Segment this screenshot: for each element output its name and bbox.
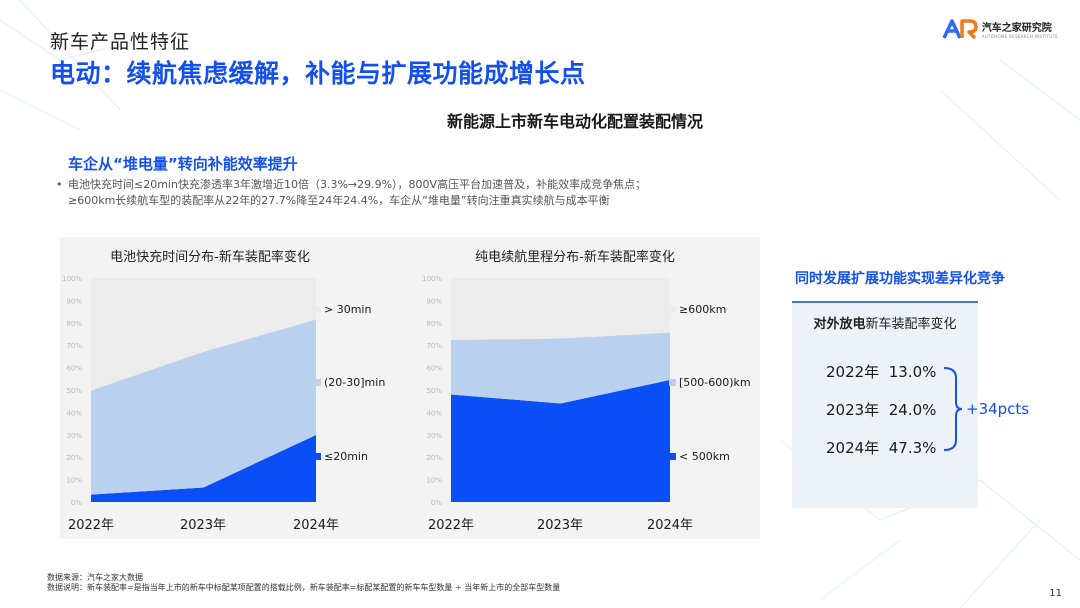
- y-tick-label: 60%: [426, 365, 442, 373]
- y-tick-label: 70%: [426, 342, 442, 350]
- brand-subtitle: AUTOHOME RESEARCH INSTITUTE: [981, 34, 1058, 39]
- footnote-source: 数据来源：汽车之家大数据: [47, 573, 143, 582]
- y-tick-label: 50%: [426, 387, 442, 395]
- y-tick-label: 10%: [66, 477, 82, 485]
- series-area: [451, 379, 670, 502]
- right-heading: 同时发展扩展功能实现差异化竞争: [795, 271, 1005, 287]
- row-value: 47.3%: [888, 439, 937, 457]
- row-year: 2024年: [826, 439, 880, 457]
- series-area: [451, 332, 670, 404]
- y-tick-label: 60%: [66, 365, 82, 373]
- legend-swatch: [669, 453, 676, 460]
- charts-area: 电池快充时间分布-新车装配率变化 0% 10% 20% 30% 40% 50% 60% 70% 8…: [62, 249, 751, 533]
- legend-swatch: [314, 453, 321, 460]
- y-tick-label: 40%: [426, 409, 442, 417]
- page-title: 电动：续航焦虑缓解，补能与扩展功能成增长点: [50, 59, 586, 88]
- category-label: 2024年: [647, 518, 693, 533]
- discharge-row: 2022年 13.0%: [826, 361, 936, 382]
- category-label: 2024年: [293, 518, 339, 533]
- legend-label: [500-600)km: [679, 376, 751, 389]
- bracket-icon: [943, 367, 963, 451]
- brand-logo-icon: [942, 19, 978, 40]
- y-tick-label: 0%: [431, 499, 442, 507]
- page-number: 11: [1049, 588, 1062, 599]
- discharge-subtitle-bold: 对外放电: [813, 317, 866, 332]
- y-tick-label: 70%: [66, 342, 82, 350]
- series-area: [91, 319, 316, 495]
- row-year: 2023年: [826, 401, 880, 419]
- bullet-text: • 电池快充时间≤20min快充渗透率3年激增近10倍（3.3%→29.9%），…: [56, 177, 768, 209]
- y-tick-label: 10%: [426, 477, 442, 485]
- series-area: [451, 278, 670, 341]
- brand-name: 汽车之家研究院: [981, 23, 1052, 34]
- discharge-row: 2023年 24.0%: [826, 399, 936, 420]
- category-label: 2023年: [180, 518, 226, 533]
- y-tick-label: 80%: [426, 320, 442, 328]
- series-area: [91, 435, 316, 502]
- y-tick-label: 80%: [66, 320, 82, 328]
- legend-swatch: [314, 379, 321, 386]
- y-tick-label: 90%: [426, 297, 442, 305]
- legend-label: (20-30]min: [324, 376, 385, 389]
- y-tick-label: 20%: [66, 454, 82, 462]
- section-label: 新车产品性特征: [50, 31, 191, 53]
- y-tick-label: 100%: [422, 275, 442, 283]
- chart-panel: 电池快充时间分布-新车装配率变化 0% 10% 20% 30% 40% 50% 60% 70% 8…: [60, 237, 760, 539]
- legend-swatch: [314, 306, 321, 313]
- y-tick-label: 50%: [66, 387, 82, 395]
- legend-label: < 500km: [679, 450, 730, 463]
- category-label: 2022年: [68, 518, 114, 533]
- row-year: 2022年: [826, 363, 880, 381]
- bullet-line-2: ≥600km长续航车型的装配率从22年的27.7%降至24年24.4%，车企从“…: [68, 194, 610, 207]
- y-tick-label: 40%: [66, 409, 82, 417]
- legend-label: ≤20min: [324, 450, 368, 463]
- y-tick-label: 100%: [62, 275, 82, 283]
- legend-label: ≥600km: [679, 303, 726, 316]
- left-heading: 车企从“堆电量”转向补能效率提升: [68, 155, 298, 173]
- discharge-row: 2024年 47.3%: [826, 437, 936, 458]
- discharge-panel: [792, 302, 978, 508]
- section-title: 新能源上市新车电动化配置装配情况: [446, 112, 703, 131]
- y-tick-label: 90%: [66, 297, 82, 305]
- discharge-subtitle-rest: 新车装配率变化: [865, 317, 957, 332]
- y-tick-label: 20%: [426, 454, 442, 462]
- footnote-note: 数据说明：新车装配率=是指当年上市的新车中标配某项配置的搭载比例，新车装配率=标…: [47, 583, 561, 592]
- brand-logo: 汽车之家研究院 AUTOHOME RESEARCH INSTITUTE: [942, 18, 1058, 40]
- legend-swatch: [669, 379, 676, 386]
- y-tick-label: 30%: [66, 432, 82, 440]
- legend-swatch: [669, 306, 676, 313]
- bullet-marker: •: [56, 178, 63, 191]
- y-tick-label: 0%: [71, 499, 82, 507]
- legend-label: > 30min: [324, 303, 371, 316]
- y-tick-label: 30%: [426, 432, 442, 440]
- bullet-line-1: 电池快充时间≤20min快充渗透率3年激增近10倍（3.3%→29.9%），80…: [68, 178, 647, 191]
- chart-title: 纯电续航里程分布-新车装配率变化: [475, 249, 675, 265]
- category-label: 2022年: [428, 518, 474, 533]
- row-value: 13.0%: [888, 363, 937, 381]
- panel-top-rule: [792, 301, 978, 303]
- discharge-subtitle: 对外放电新车装配率变化: [792, 313, 978, 332]
- category-label: 2023年: [537, 518, 583, 533]
- chart-title: 电池快充时间分布-新车装配率变化: [110, 249, 310, 265]
- row-value: 24.0%: [888, 401, 937, 419]
- growth-delta: +34pcts: [966, 400, 1030, 418]
- series-area: [91, 278, 316, 391]
